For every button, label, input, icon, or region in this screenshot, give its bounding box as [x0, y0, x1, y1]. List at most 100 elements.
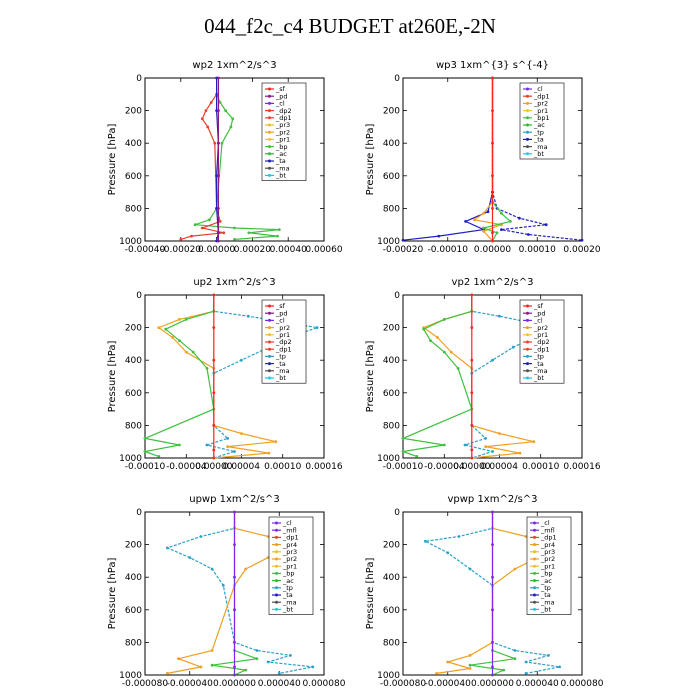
legend-label: _sf — [275, 85, 286, 93]
legend-label: _ta — [282, 591, 293, 599]
x-tick-label: 0.000040 — [258, 679, 301, 689]
x-tick-label: 0.000080 — [303, 679, 346, 689]
legend-label: _sf — [275, 302, 286, 310]
data-point — [532, 440, 536, 444]
y-tick-label: 0 — [136, 291, 142, 301]
data-point — [491, 575, 494, 579]
legend-marker — [275, 571, 278, 575]
legend-marker — [268, 130, 271, 134]
x-tick-label: 0.00010 — [522, 462, 559, 472]
y-tick-label: 800 — [383, 638, 400, 648]
legend-marker — [268, 376, 271, 380]
y-tick-label: 400 — [125, 573, 142, 583]
legend-label: _pr2 — [540, 555, 555, 563]
data-point — [217, 174, 220, 178]
x-tick-label: 0.00000 — [474, 245, 511, 255]
data-point — [210, 567, 214, 571]
series-line-bp — [194, 94, 280, 240]
data-point — [442, 350, 446, 354]
data-point — [437, 234, 441, 238]
legend-marker — [533, 543, 536, 547]
panel-title: vpwp 1xm^2/s^3 — [447, 494, 537, 505]
data-point — [315, 326, 319, 329]
data-point — [212, 358, 216, 362]
y-tick-label: 600 — [383, 606, 400, 616]
legend-label: _bp — [282, 570, 295, 578]
data-point — [166, 546, 169, 550]
data-point — [470, 424, 474, 427]
y-tick-label: 800 — [383, 421, 400, 431]
data-point — [491, 174, 494, 178]
data-point — [205, 443, 209, 447]
data-point — [233, 673, 236, 677]
y-tick-label: 200 — [383, 324, 400, 334]
data-point — [193, 223, 197, 227]
legend-marker — [268, 101, 271, 105]
data-point — [210, 663, 214, 667]
legend-marker — [533, 571, 536, 575]
legend-marker — [526, 130, 529, 134]
legend-label: _ta — [275, 157, 286, 165]
legend-label: _ac — [540, 577, 552, 585]
data-point — [470, 358, 474, 362]
data-point — [247, 231, 251, 235]
legend-label: _bp1 — [533, 114, 550, 122]
data-point — [267, 451, 271, 455]
data-point — [422, 327, 426, 331]
data-point — [200, 117, 204, 121]
legend-marker — [526, 94, 529, 98]
legend-label: _pr1 — [282, 562, 297, 570]
series-line-pr2 — [473, 78, 504, 242]
panel-title: vp2 1xm^2/s^3 — [452, 277, 534, 288]
x-tick-label: 0.000000 — [213, 679, 256, 689]
y-tick-label: 400 — [383, 139, 400, 149]
legend-label: _pd — [275, 92, 288, 100]
data-point — [468, 667, 472, 670]
data-point — [221, 584, 225, 587]
data-point — [246, 314, 250, 318]
legend-marker — [275, 550, 278, 554]
x-tick-label: -0.00040 — [125, 245, 166, 255]
legend-label: _dp2 — [275, 107, 292, 115]
data-point — [233, 510, 236, 514]
data-point — [484, 437, 487, 440]
legend-marker — [533, 586, 536, 590]
legend-marker — [526, 362, 529, 366]
legend-marker — [268, 159, 271, 163]
data-point — [442, 318, 446, 321]
data-point — [255, 657, 259, 661]
data-point — [491, 109, 494, 112]
legend-label: _dp2 — [275, 338, 292, 346]
data-point — [226, 437, 230, 440]
panel-title: upwp 1xm^2/s^3 — [189, 494, 279, 505]
legend-marker — [268, 311, 271, 315]
x-tick-label: -0.000040 — [167, 679, 213, 689]
panel-title: wp2 1xm^2/s^3 — [192, 60, 276, 71]
x-tick-label: -0.00010 — [428, 245, 469, 255]
data-point — [484, 445, 487, 448]
legend-marker — [275, 600, 278, 604]
chart-panel-4: vp2 1xm^2/s^3 Pressure [hPa] 0 200 400 600 800… — [365, 277, 601, 472]
data-point — [266, 660, 270, 664]
legend-marker — [268, 87, 271, 91]
y-tick-label: 1000 — [377, 454, 400, 464]
legend-marker — [275, 579, 278, 583]
x-tick-label: 0.00000 — [198, 245, 235, 255]
data-point — [498, 432, 501, 435]
legend-marker — [526, 354, 529, 358]
x-tick-label: 0.00010 — [519, 245, 556, 255]
legend-label: _ta — [275, 360, 286, 368]
legend-label: _pr1 — [533, 331, 548, 339]
data-point — [240, 432, 243, 435]
data-point — [491, 665, 494, 669]
data-point — [544, 223, 548, 227]
data-point — [277, 672, 281, 675]
legend-label: _dp1 — [540, 534, 557, 542]
legend-marker — [526, 326, 529, 330]
legend-marker — [275, 521, 278, 525]
x-tick-label: -0.000040 — [425, 679, 471, 689]
y-tick-label: 800 — [383, 204, 400, 214]
legend-marker — [526, 137, 529, 141]
x-tick-label: 0.00016 — [563, 462, 600, 472]
legend-label: _ta — [533, 360, 544, 368]
